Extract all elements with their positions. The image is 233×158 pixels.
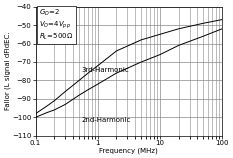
Text: 3rd-Harmonic: 3rd-Harmonic xyxy=(82,67,129,73)
Text: 2nd-Harmonic: 2nd-Harmonic xyxy=(82,117,131,123)
Text: $G_D$=2
$V_O$=4$V_{pp}$
$R_L$=500Ω: $G_D$=2 $V_O$=4$V_{pp}$ $R_L$=500Ω xyxy=(39,8,73,42)
Y-axis label: Fallor (L signal dFidEC.: Fallor (L signal dFidEC. xyxy=(4,32,11,110)
X-axis label: Frequency (MHz): Frequency (MHz) xyxy=(99,147,158,154)
